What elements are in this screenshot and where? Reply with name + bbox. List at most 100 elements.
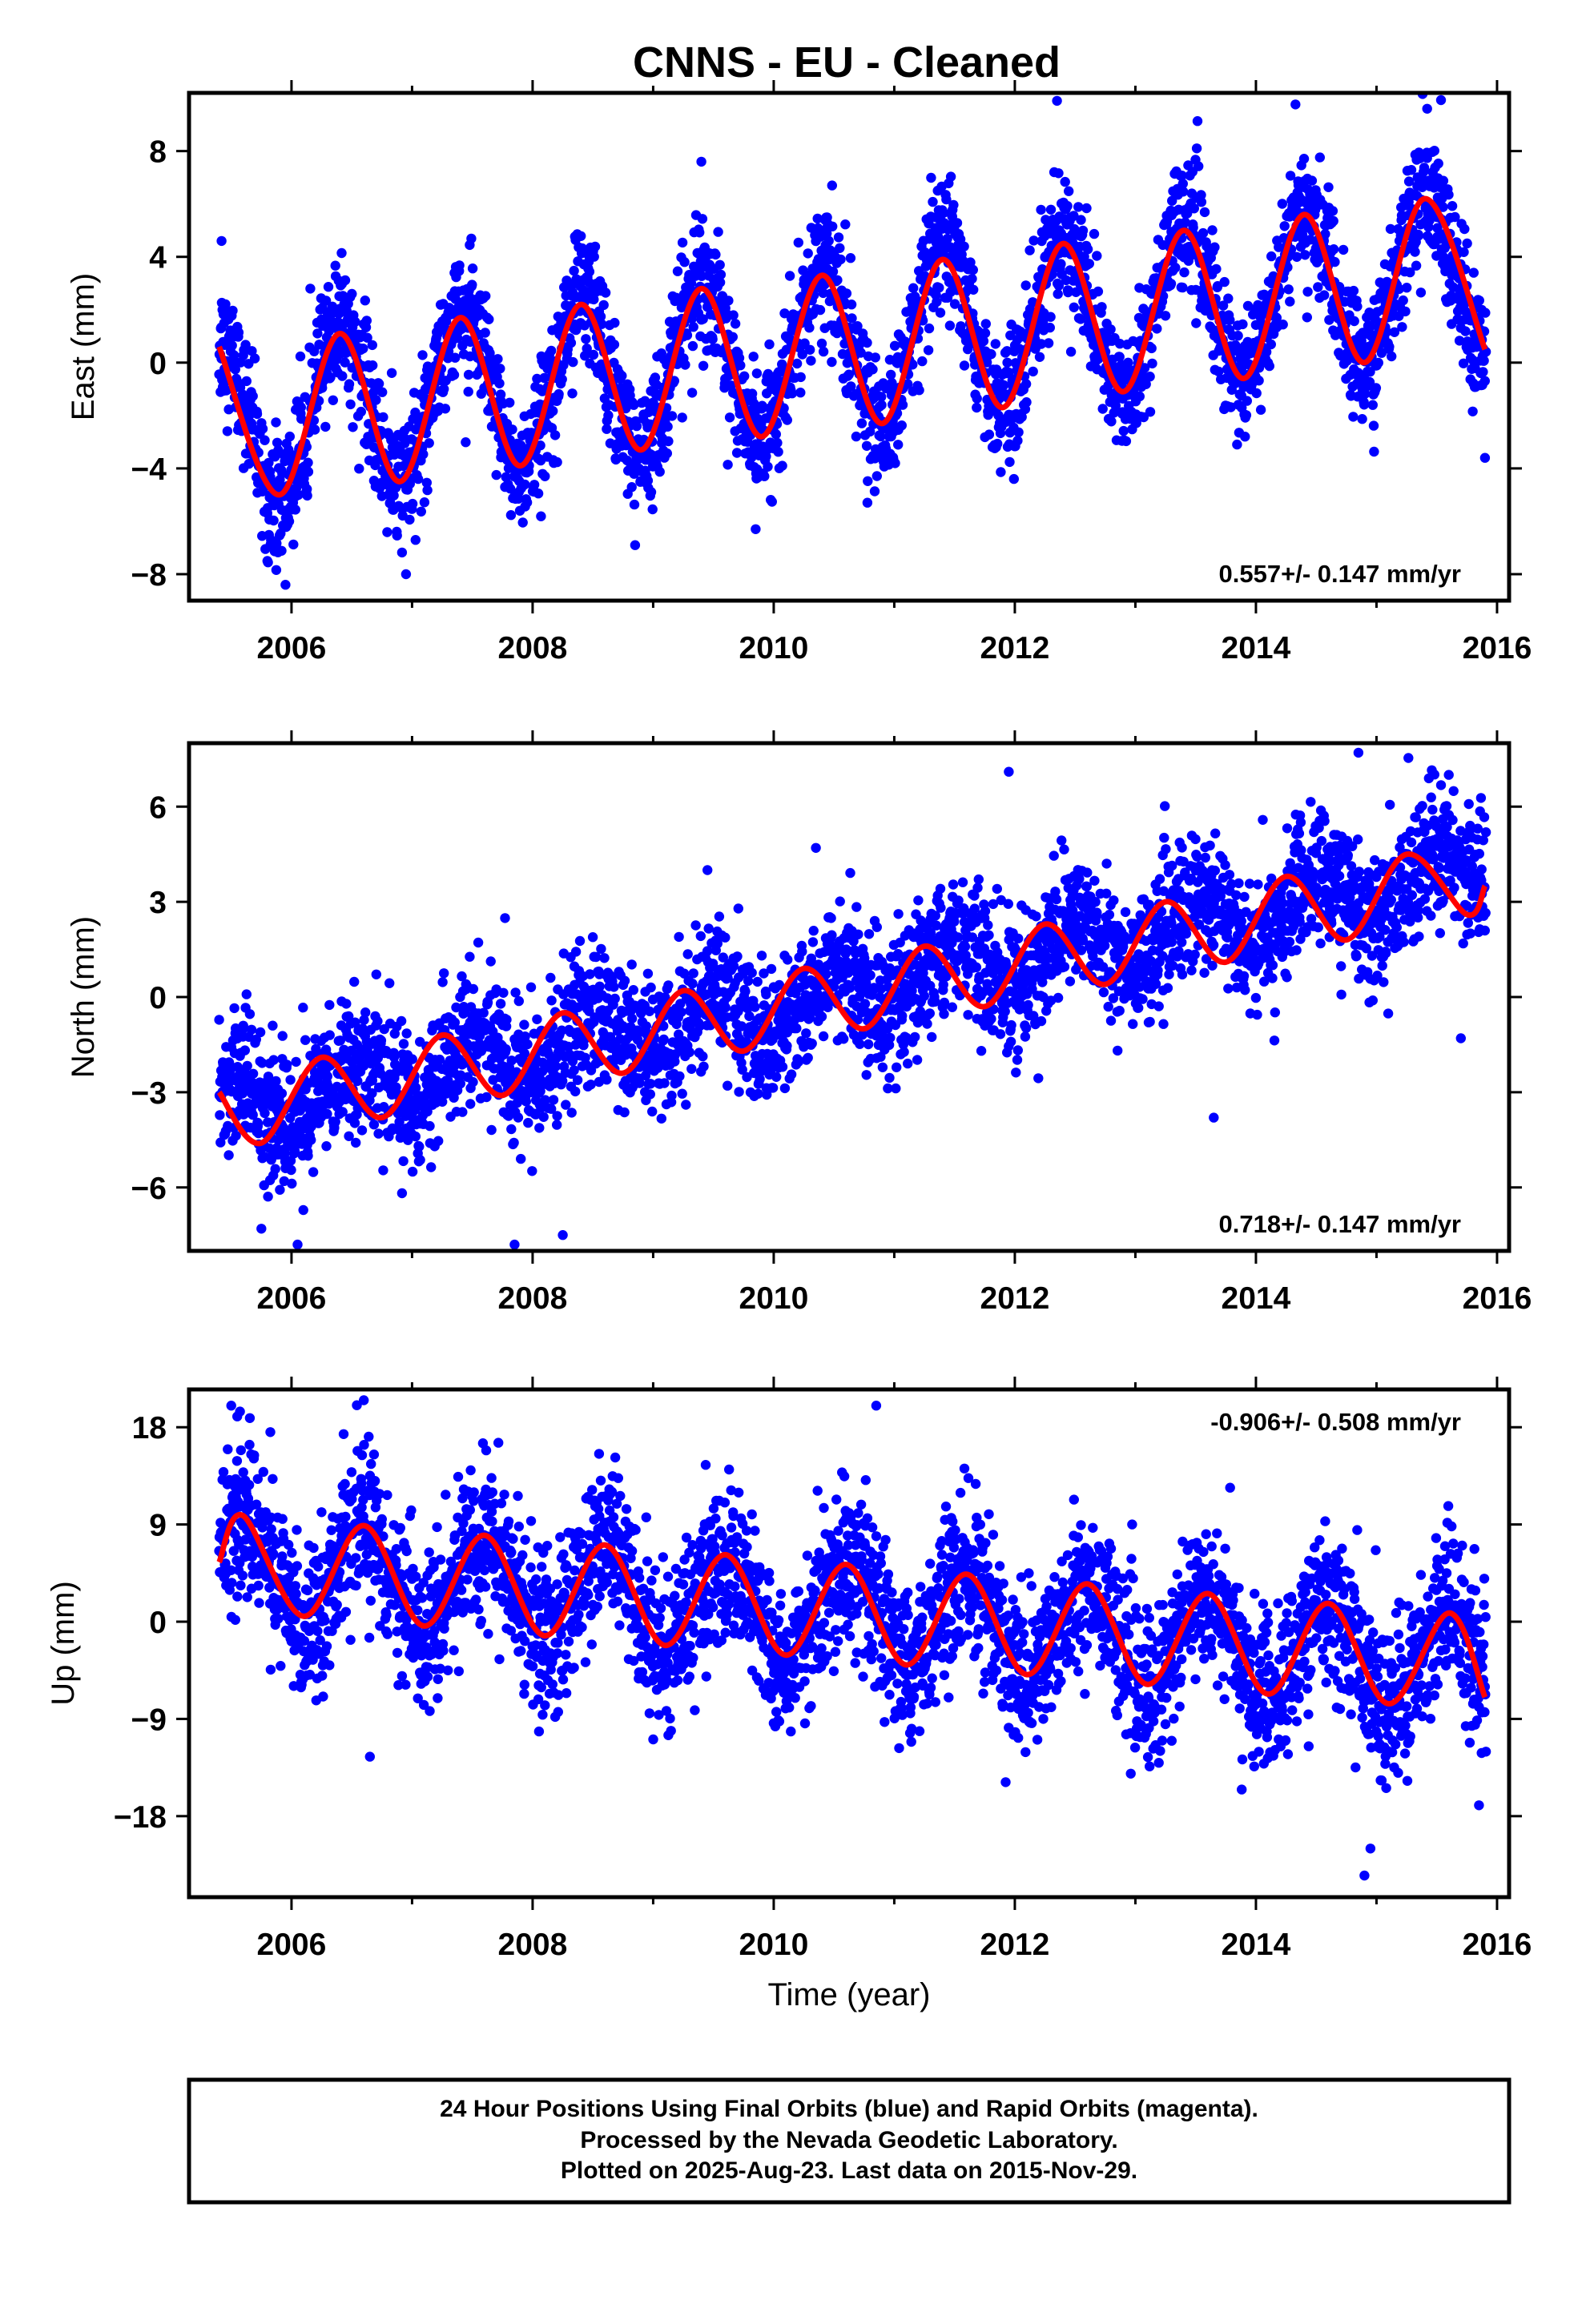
data-point (697, 214, 708, 224)
data-point (536, 511, 546, 521)
data-point (495, 999, 506, 1009)
data-point (257, 424, 268, 434)
data-point (418, 449, 429, 460)
data-point (1242, 396, 1253, 406)
data-point (295, 351, 306, 362)
data-point (1024, 245, 1035, 255)
data-point (293, 489, 304, 501)
data-point (268, 1055, 279, 1065)
data-point (1013, 427, 1024, 437)
data-point (835, 254, 846, 265)
data-point (917, 356, 928, 367)
data-point (662, 421, 673, 432)
figure-title: CNNS - EU - Cleaned (633, 38, 1061, 86)
data-point (1327, 206, 1338, 216)
data-point (498, 987, 509, 999)
data-point (486, 1124, 497, 1136)
data-point (491, 469, 501, 480)
data-point (337, 371, 348, 381)
data-point (241, 989, 252, 999)
data-point (291, 1056, 301, 1068)
data-point (521, 497, 533, 508)
data-point (942, 234, 952, 244)
data-point (1369, 446, 1379, 457)
data-point (246, 1024, 257, 1035)
data-point (1478, 367, 1488, 377)
data-point (603, 410, 614, 420)
data-point (1152, 324, 1162, 334)
data-point (1194, 161, 1204, 171)
data-point (413, 473, 424, 485)
data-point (1061, 275, 1072, 286)
model-fit-line (216, 195, 1488, 498)
data-point (674, 1071, 685, 1082)
data-point (223, 1150, 234, 1160)
data-point (846, 381, 856, 392)
data-point (1141, 379, 1151, 389)
data-point (377, 387, 388, 397)
data-point (1290, 99, 1301, 110)
data-point (467, 279, 477, 290)
data-point (1036, 339, 1047, 349)
data-point (368, 360, 378, 371)
data-point (1089, 228, 1100, 239)
data-point (1330, 256, 1340, 267)
outlier-point (401, 569, 412, 580)
data-point (1400, 306, 1411, 317)
data-point (263, 1192, 273, 1202)
data-point (851, 431, 862, 442)
data-point (546, 345, 557, 356)
data-point (376, 1035, 387, 1046)
data-point (323, 282, 334, 292)
data-point (465, 351, 475, 362)
data-point (1056, 259, 1066, 269)
data-point (513, 995, 524, 1007)
data-point (534, 1123, 545, 1133)
data-point (275, 1184, 285, 1195)
data-point (1429, 146, 1440, 156)
data-point (841, 288, 852, 299)
data-point (1467, 355, 1479, 366)
data-point (398, 1156, 409, 1167)
data-point (545, 972, 556, 983)
data-point (1002, 357, 1012, 368)
data-point (284, 431, 295, 442)
data-point (812, 213, 823, 224)
data-point (373, 1128, 384, 1139)
outlier-point (696, 156, 706, 167)
data-point (791, 358, 803, 369)
data-point (1468, 267, 1479, 278)
data-point (320, 421, 331, 432)
data-point (1255, 404, 1266, 415)
data-point (361, 316, 372, 326)
data-point (1447, 201, 1458, 211)
data-point (501, 1044, 511, 1055)
data-point (772, 437, 783, 448)
data-point (686, 388, 698, 398)
data-point (862, 497, 873, 508)
data-point (1145, 407, 1156, 417)
data-point (1403, 176, 1415, 187)
data-point (1240, 432, 1250, 442)
data-point (572, 1075, 583, 1085)
data-point (309, 424, 320, 435)
data-point (626, 482, 637, 493)
data-point (519, 1019, 529, 1030)
data-point (396, 547, 408, 558)
data-point (426, 1162, 437, 1172)
data-point (1397, 322, 1407, 332)
data-point (253, 1128, 264, 1139)
data-point (1196, 197, 1207, 207)
data-point (714, 911, 725, 922)
data-point (272, 437, 283, 448)
data-point (1232, 439, 1242, 450)
data-point (1411, 260, 1422, 271)
data-point (698, 1051, 708, 1062)
data-point (1364, 376, 1375, 388)
data-point (662, 448, 672, 459)
data-point (1118, 425, 1129, 436)
data-point (1389, 327, 1400, 337)
data-point (682, 330, 693, 340)
data-point (599, 953, 610, 963)
data-point (419, 497, 430, 508)
